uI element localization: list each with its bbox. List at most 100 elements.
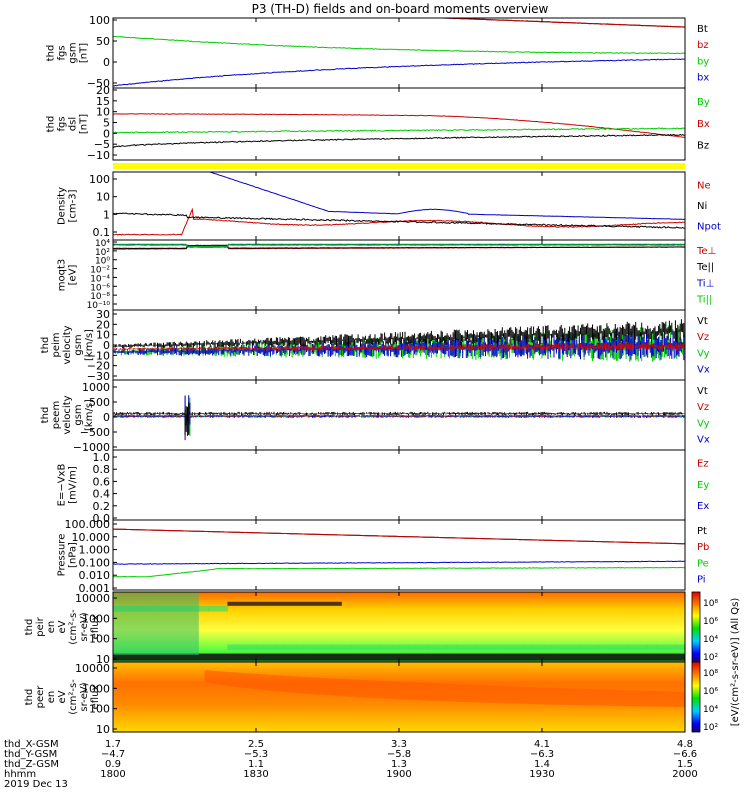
panel5-ylabel-line: [km/s] xyxy=(84,329,95,361)
panel4-ytick-label: 10⁻¹⁰ xyxy=(87,301,111,311)
series-by-dsl xyxy=(112,127,686,134)
panel6-ylabel-line: thd xyxy=(40,407,51,424)
panel5-ytick-label: 0 xyxy=(103,339,110,352)
spec1-cell xyxy=(675,644,686,651)
panel8-legend-entry: Pb xyxy=(697,542,709,553)
spec1-cell xyxy=(532,644,543,651)
panel6-ylabel-line: [km/s] xyxy=(84,399,95,431)
spec1-cell xyxy=(294,644,305,651)
panel6-ylabel-line: velocity xyxy=(62,395,73,434)
panel8-ytick-label: 0.100 xyxy=(79,556,111,569)
panel4-ytick-label: 10² xyxy=(95,248,110,258)
spec1-cell xyxy=(551,644,562,651)
spec1-cell xyxy=(618,644,629,651)
spec1-cell xyxy=(265,644,276,651)
series-pi xyxy=(112,560,686,565)
xaxis-row-value: −5.8 xyxy=(387,749,411,760)
panel1-ylabel-line: gsm xyxy=(68,42,79,63)
spec1-ytick-label: 10000 xyxy=(75,592,110,605)
panel5-legend-entry: Vt xyxy=(697,316,708,327)
xaxis-row-value: −4.7 xyxy=(101,749,125,760)
panel7-ylabel-line: E=−VxB xyxy=(57,464,68,507)
xaxis-row-value: 1.7 xyxy=(105,739,121,750)
spec1-cell xyxy=(284,644,295,651)
spec1-cell xyxy=(437,644,448,651)
panel2-ytick-label: −10 xyxy=(87,149,110,162)
xaxis-row-value: 1830 xyxy=(243,769,268,780)
spec2-ylabel-line: eflux xyxy=(90,685,101,710)
spec2-ylabel-line: sr-eV) xyxy=(79,682,90,711)
spec1-cell xyxy=(418,644,429,651)
xaxis-row-value: −6.3 xyxy=(530,749,554,760)
panel4-ytick-label: 10⁻⁴ xyxy=(90,274,110,284)
xaxis-row-label: hhmm xyxy=(4,769,36,780)
xaxis-row-value: 1930 xyxy=(529,769,554,780)
xaxis-row-label: thd_Z-GSM xyxy=(4,759,59,770)
series-bz xyxy=(187,17,686,28)
panel5-legend-entry: Vz xyxy=(697,332,709,343)
spec1-cell xyxy=(322,644,333,651)
series-pe xyxy=(112,566,685,578)
spec1-cell xyxy=(465,644,476,651)
xaxis-row-value: −6.6 xyxy=(673,749,697,760)
xaxis-row-value: 1.5 xyxy=(677,759,693,770)
spec2-colorbar-tick: 10⁴ xyxy=(703,705,718,715)
panel2-ylabel-line: fgs xyxy=(57,116,68,131)
panel4-ytick-label: 10⁻⁶ xyxy=(90,283,110,293)
panel5-ytick-label: 30 xyxy=(96,308,110,321)
panel2-ytick-label: 5 xyxy=(103,117,110,130)
xaxis-row-value: −5.3 xyxy=(244,749,268,760)
spec1-cell xyxy=(522,644,533,651)
spec1-ylabel-line: eflux xyxy=(90,615,101,640)
spec1-ytick-label: 10 xyxy=(96,653,110,666)
panel7-ytick-label: 0.0 xyxy=(93,512,111,525)
panel1-ytick-label: 100 xyxy=(89,14,110,27)
spec1-ylabel-line: thd xyxy=(24,619,35,636)
panel6-legend-entry: Vz xyxy=(697,402,709,413)
panel8-ytick-label: 100.000 xyxy=(65,518,111,531)
xaxis-row-label: thd_X-GSM xyxy=(4,739,59,750)
spec1-cell xyxy=(246,644,257,651)
xaxis-row-value: 1900 xyxy=(386,769,411,780)
spec1-lowband xyxy=(113,653,685,661)
panel7-legend-entry: Ex xyxy=(697,501,709,512)
panel6-legend-entry: Vx xyxy=(697,435,710,446)
xaxis-date: 2019 Dec 13 xyxy=(4,779,68,790)
panel1-ytick-label: 50 xyxy=(96,35,110,48)
panel8-ytick-label: 0.010 xyxy=(79,569,111,582)
panel5-ylabel-line: velocity xyxy=(62,325,73,364)
spec1-ylabel-line: peir xyxy=(35,616,46,636)
panel1-ytick-label: 0 xyxy=(103,56,110,69)
spec1-colorbar-tick: 10⁶ xyxy=(703,617,718,627)
spec2-colorbar-tick: 10⁶ xyxy=(703,687,718,697)
panel8-legend-entry: Pe xyxy=(697,558,709,569)
spec1-ylabel-line: en xyxy=(46,621,57,634)
series-vt-peem xyxy=(112,402,686,436)
panel6-ytick-label: −1000 xyxy=(73,441,110,454)
panel7-ytick-label: 0.6 xyxy=(93,475,111,488)
spec2-ytick-label: 100 xyxy=(89,703,110,716)
xaxis-row-value: 0.9 xyxy=(105,759,121,770)
panel8-legend-entry: Pi xyxy=(697,575,706,586)
spec2-band xyxy=(204,670,685,707)
panel1-legend-entry: Bt xyxy=(697,24,708,35)
xaxis-row-label: thd_Y-GSM xyxy=(4,749,57,760)
panel2-ytick-label: 0 xyxy=(103,127,110,140)
spec1-earlyblock xyxy=(113,592,199,655)
spec1-cell xyxy=(379,644,390,651)
panel5-ytick-label: −20 xyxy=(87,360,110,373)
spec1-cell xyxy=(198,606,209,612)
panel6-ytick-label: 500 xyxy=(89,396,110,409)
panel4-legend-entry: Ti⊥ xyxy=(696,278,714,289)
series-te-par xyxy=(113,244,686,250)
panel2-ytick-label: 10 xyxy=(96,106,110,119)
panel2-ytick-label: −5 xyxy=(94,138,110,151)
panel5-legend-entry: Vy xyxy=(697,348,710,359)
panel4-ytick-label: 10⁰ xyxy=(95,257,110,267)
panel3-ytick-label: 1 xyxy=(103,208,110,221)
series-ti-par xyxy=(112,243,685,247)
series-bz-dsl xyxy=(112,133,685,149)
spec2-ylabel-line: eV xyxy=(57,690,68,703)
series-npot xyxy=(210,171,686,220)
panel2-ytick-label: 15 xyxy=(96,95,110,108)
